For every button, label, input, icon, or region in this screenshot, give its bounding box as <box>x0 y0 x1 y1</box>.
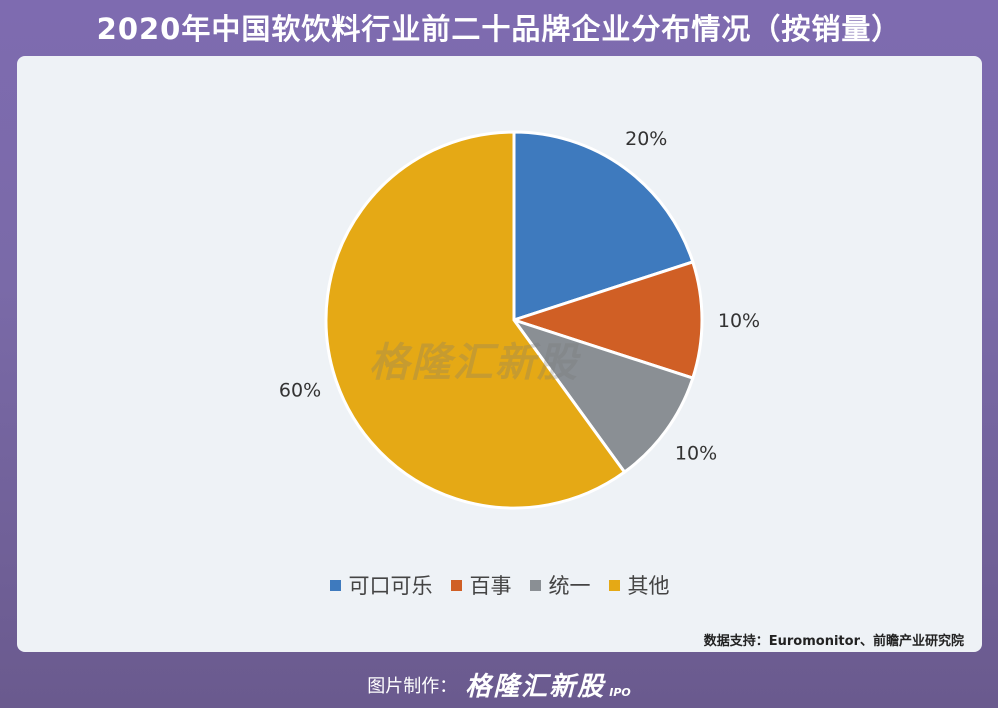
legend-item-3: 统一 <box>529 570 591 600</box>
footer-brand-logo: 格隆汇新股 <box>465 672 606 702</box>
legend-label: 可口可乐 <box>348 574 433 598</box>
legend-swatch <box>329 579 341 591</box>
slice-label-3: 10% <box>675 442 717 464</box>
footer-prefix: 图片制作： <box>367 675 458 697</box>
chart-legend: 可口可乐 百事 统一 其他 <box>17 570 982 600</box>
chart-card: 20% 10% 10% 60% 格隆汇新股 可口可乐 百事 统一 其他 数据支持：Eurom… <box>17 56 982 652</box>
legend-item-1: 可口可乐 <box>329 570 433 600</box>
watermark: 格隆汇新股 <box>369 340 579 386</box>
legend-label: 百事 <box>469 574 512 598</box>
pie-slice-3 <box>510 317 695 475</box>
legend-swatch <box>529 579 541 591</box>
legend-label: 其他 <box>627 574 670 598</box>
legend-item-2: 百事 <box>450 570 512 600</box>
footer-brand-sub: IPO <box>609 686 631 699</box>
pie-slice-2 <box>509 260 704 380</box>
pie-slice-4 <box>324 130 627 510</box>
slice-label-2: 10% <box>718 310 760 332</box>
page-title: 2020年中国软饮料行业前二十品牌企业分布情况（按销量） <box>96 12 902 46</box>
source-note: 数据支持：Euromonitor、前瞻产业研究院 <box>703 634 964 649</box>
legend-swatch <box>608 579 620 591</box>
slice-label-1: 20% <box>625 128 667 150</box>
legend-swatch <box>450 579 462 591</box>
legend-item-4: 其他 <box>608 570 670 600</box>
pie-chart: 20% 10% 10% 60% <box>279 128 760 510</box>
legend-label: 统一 <box>548 574 591 598</box>
pie-slice-1 <box>512 130 695 323</box>
slice-label-4: 60% <box>279 380 321 402</box>
footer: 图片制作： 格隆汇新股 IPO <box>0 666 998 703</box>
